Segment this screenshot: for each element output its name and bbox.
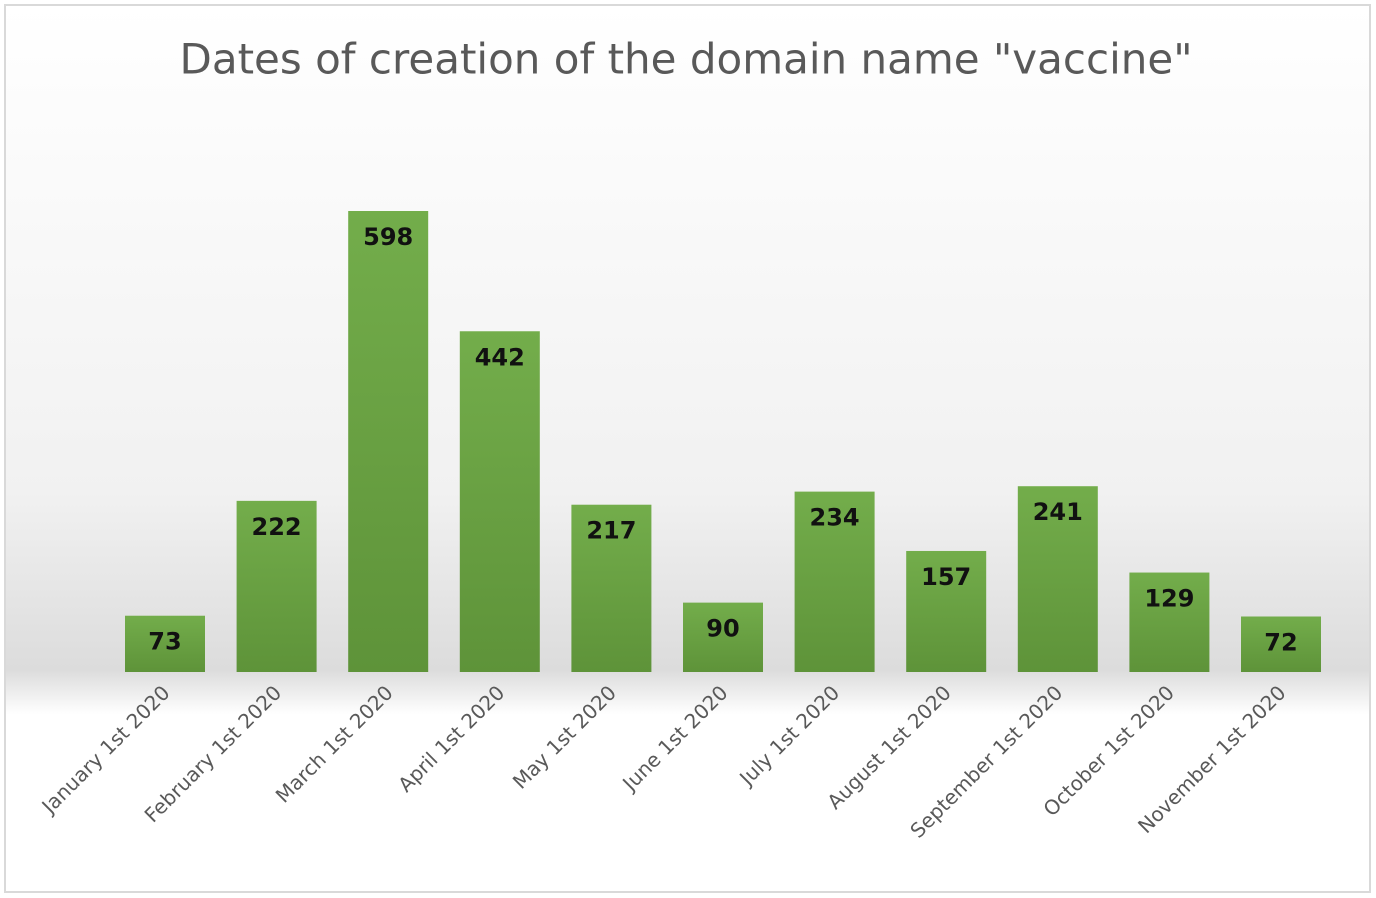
bar [571,504,652,672]
bar [236,500,317,672]
value-label: 129 [1144,585,1194,613]
value-label: 598 [363,223,413,251]
bar [1129,572,1210,672]
bar [125,615,205,672]
bar [794,491,875,672]
value-label: 217 [586,517,636,545]
value-label: 90 [706,615,739,643]
chart-frame [4,4,1371,893]
bar [906,550,987,672]
value-label: 442 [475,343,525,371]
value-label: 234 [810,504,860,532]
bar [683,602,763,672]
value-label: 72 [1264,628,1297,656]
bar [348,211,429,672]
value-label: 73 [148,628,181,656]
chart-title: Dates of creation of the domain name "va… [179,35,1192,84]
bar [1017,486,1098,672]
value-label: 222 [252,513,302,541]
bar [459,331,540,672]
bar [1241,616,1321,672]
value-label: 241 [1033,498,1083,526]
value-label: 157 [921,563,971,591]
